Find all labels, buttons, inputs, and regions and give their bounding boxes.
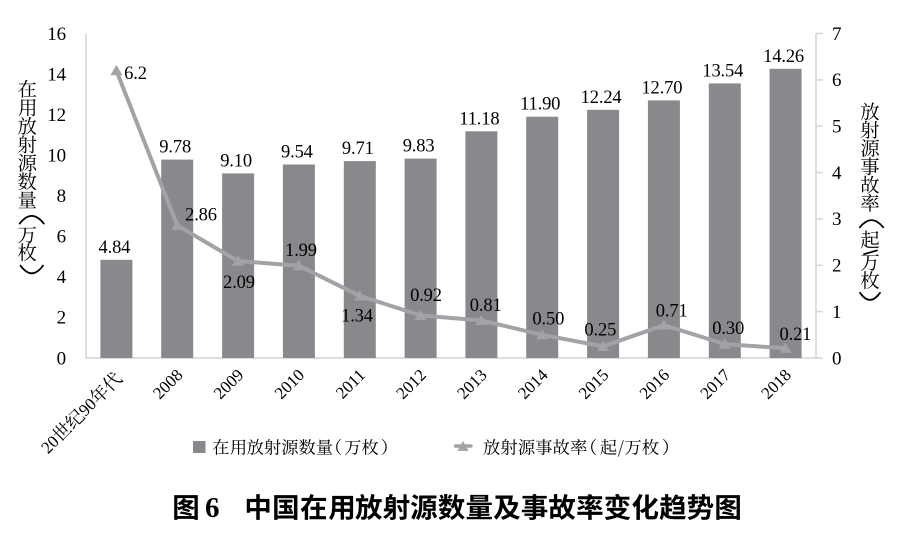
svg-text:14: 14 — [47, 64, 66, 85]
svg-text:0.21: 0.21 — [780, 325, 812, 345]
svg-text:1: 1 — [832, 302, 841, 323]
svg-text:6: 6 — [832, 70, 841, 91]
svg-text:1.34: 1.34 — [341, 307, 373, 327]
svg-text:2: 2 — [832, 256, 841, 277]
svg-text:9.78: 9.78 — [159, 138, 191, 158]
svg-text:12.24: 12.24 — [581, 88, 622, 108]
svg-text:0.81: 0.81 — [470, 296, 502, 316]
svg-text:6: 6 — [57, 227, 66, 248]
svg-text:12.70: 12.70 — [641, 78, 682, 98]
svg-text:8: 8 — [57, 186, 66, 207]
svg-text:9.10: 9.10 — [220, 151, 252, 171]
svg-text:2.09: 2.09 — [223, 273, 255, 293]
svg-text:11.18: 11.18 — [459, 109, 499, 129]
svg-text:0.71: 0.71 — [656, 302, 688, 322]
svg-text:16: 16 — [47, 24, 66, 45]
svg-text:0: 0 — [832, 348, 841, 369]
svg-text:14.26: 14.26 — [763, 47, 804, 67]
svg-text:4: 4 — [832, 163, 842, 184]
svg-text:9.71: 9.71 — [342, 139, 374, 159]
svg-text:0.92: 0.92 — [410, 286, 442, 306]
svg-text:0.25: 0.25 — [584, 321, 616, 341]
svg-text:0: 0 — [57, 348, 66, 369]
svg-text:5: 5 — [832, 117, 841, 138]
svg-text:6: 6 — [205, 492, 220, 524]
svg-text:12: 12 — [47, 105, 66, 126]
svg-text:13.54: 13.54 — [702, 61, 743, 81]
svg-text:9.54: 9.54 — [281, 143, 313, 163]
svg-text:1.99: 1.99 — [285, 241, 317, 261]
svg-text:11.90: 11.90 — [520, 95, 560, 115]
svg-text:9.83: 9.83 — [403, 137, 435, 157]
svg-text:0.30: 0.30 — [712, 319, 744, 339]
svg-text:2.86: 2.86 — [185, 206, 217, 226]
svg-text:4: 4 — [57, 267, 67, 288]
svg-text:10: 10 — [47, 146, 66, 167]
svg-text:6.2: 6.2 — [124, 64, 147, 84]
svg-text:0.50: 0.50 — [532, 310, 564, 330]
svg-text:7: 7 — [832, 24, 841, 45]
svg-text:4.84: 4.84 — [99, 238, 131, 258]
svg-text:3: 3 — [832, 209, 841, 230]
svg-text:2: 2 — [57, 308, 66, 329]
